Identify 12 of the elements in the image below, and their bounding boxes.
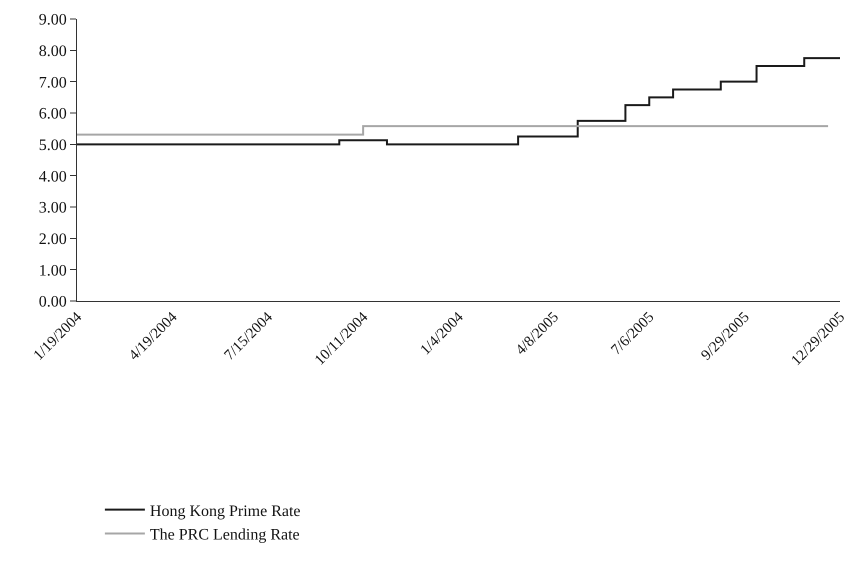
y-tick-label: 4.00 [38,168,67,186]
y-tick-label: 2.00 [38,230,67,248]
y-tick-label: 1.00 [38,262,67,280]
y-tick-label: 0.00 [38,294,67,311]
legend-label: The PRC Lending Rate [150,526,300,544]
y-tick-label: 5.00 [38,136,67,154]
y-tick-label: 9.00 [38,12,67,29]
y-tick-label: 7.00 [38,74,67,92]
legend-label: Hong Kong Prime Rate [150,502,301,520]
y-tick-label: 8.00 [38,42,67,60]
y-tick-label: 6.00 [38,106,67,123]
y-tick-label: 3.00 [38,200,67,217]
